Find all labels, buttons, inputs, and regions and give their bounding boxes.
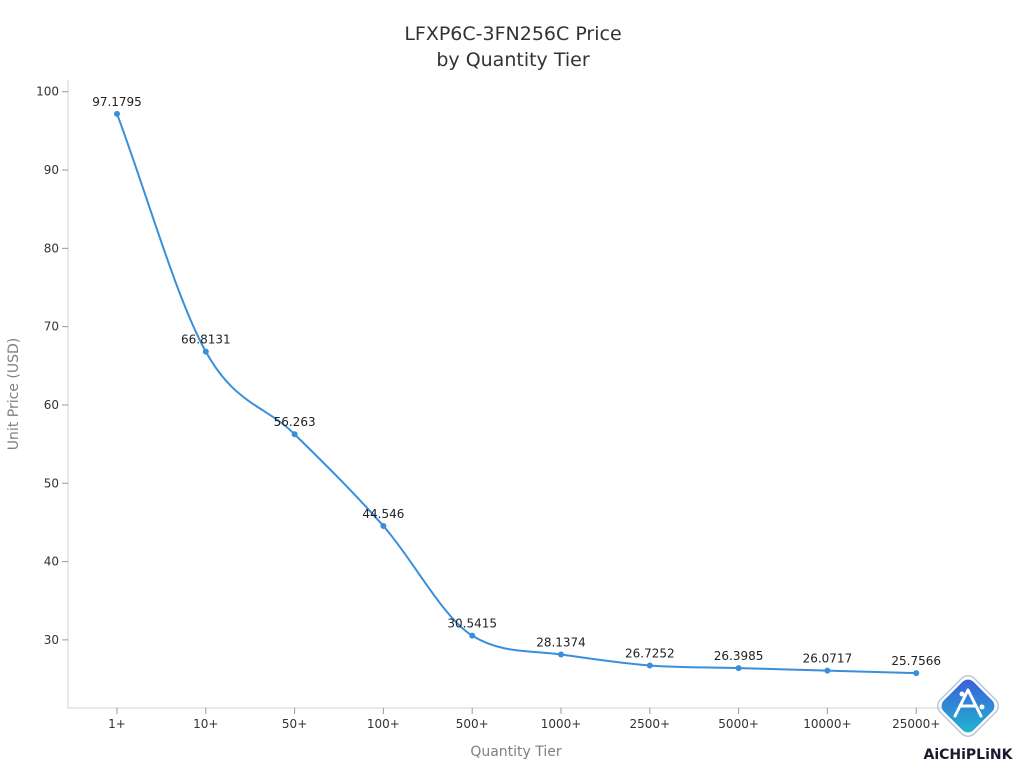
y-tick-label: 60 — [44, 398, 59, 412]
data-labels: 97.1795 66.8131 56.263 44.546 30.5415 28.1374… — [92, 95, 941, 668]
y-tick-label: 100 — [36, 85, 59, 99]
data-points — [114, 110, 920, 677]
data-label: 26.7252 — [625, 647, 675, 661]
data-point — [469, 632, 476, 639]
chart-title-line-1: LFXP6C-3FN256C Price — [404, 23, 621, 45]
data-point — [824, 667, 831, 674]
y-axis-title: Unit Price (USD) — [6, 338, 22, 450]
x-axis-ticks: 1+ 10+ 50+ 100+ 500+ 1000+ 2500+ 5000+ 10000+ 250… — [108, 708, 940, 731]
y-tick-label: 30 — [44, 633, 59, 647]
data-point — [380, 522, 387, 529]
data-label: 56.263 — [274, 415, 316, 429]
data-label: 25.7566 — [891, 654, 941, 668]
x-tick-label: 10+ — [193, 717, 218, 731]
x-tick-label: 25000+ — [892, 717, 940, 731]
data-label: 30.5415 — [447, 617, 497, 631]
x-tick-label: 500+ — [456, 717, 489, 731]
aichiplink-logo: AiCHiPLiNK — [924, 675, 1014, 763]
y-axis-ticks: 30 40 50 60 70 80 90 100 — [36, 85, 68, 647]
data-label: 66.8131 — [181, 333, 231, 347]
x-tick-label: 1+ — [108, 717, 126, 731]
y-tick-label: 70 — [44, 320, 59, 334]
chart-title-line-2: by Quantity Tier — [436, 49, 589, 71]
x-tick-label: 100+ — [367, 717, 400, 731]
x-tick-label: 1000+ — [541, 717, 582, 731]
data-label: 26.3985 — [714, 649, 764, 663]
data-label: 44.546 — [362, 507, 404, 521]
x-tick-label: 10000+ — [803, 717, 851, 731]
data-point — [114, 110, 120, 117]
data-point — [913, 670, 920, 677]
x-tick-label: 50+ — [282, 717, 307, 731]
data-point — [202, 348, 209, 355]
data-label: 97.1795 — [92, 95, 142, 109]
y-tick-label: 80 — [44, 241, 59, 255]
y-tick-label: 40 — [44, 555, 59, 569]
y-tick-label: 50 — [44, 476, 59, 490]
y-tick-label: 90 — [44, 163, 59, 177]
logo-wordmark: AiCHiPLiNK — [924, 747, 1014, 763]
data-point — [646, 662, 653, 669]
x-axis-title: Quantity Tier — [470, 744, 562, 760]
price-series-line — [116, 113, 917, 675]
data-label: 26.0717 — [803, 652, 853, 666]
data-point — [291, 431, 298, 438]
data-point — [558, 651, 564, 658]
x-tick-label: 5000+ — [718, 717, 759, 731]
data-point — [735, 665, 742, 672]
x-tick-label: 2500+ — [630, 717, 671, 731]
data-label: 28.1374 — [536, 635, 586, 649]
